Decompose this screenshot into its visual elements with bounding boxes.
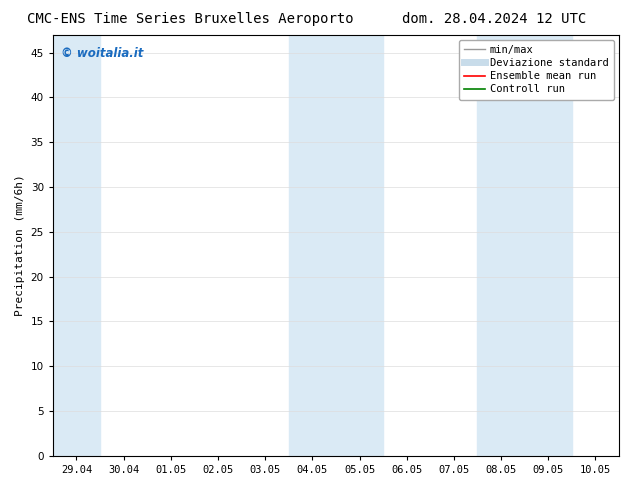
Text: dom. 28.04.2024 12 UTC: dom. 28.04.2024 12 UTC (403, 12, 586, 26)
Bar (477, 35, 572, 456)
Text: CMC-ENS Time Series Bruxelles Aeroporto: CMC-ENS Time Series Bruxelles Aeroporto (27, 12, 354, 26)
Legend: min/max, Deviazione standard, Ensemble mean run, Controll run: min/max, Deviazione standard, Ensemble m… (458, 40, 614, 99)
Bar (288, 35, 383, 456)
Y-axis label: Precipitation (mm/6h): Precipitation (mm/6h) (15, 174, 25, 316)
Bar (53, 35, 100, 456)
Text: © woitalia.it: © woitalia.it (61, 47, 144, 60)
